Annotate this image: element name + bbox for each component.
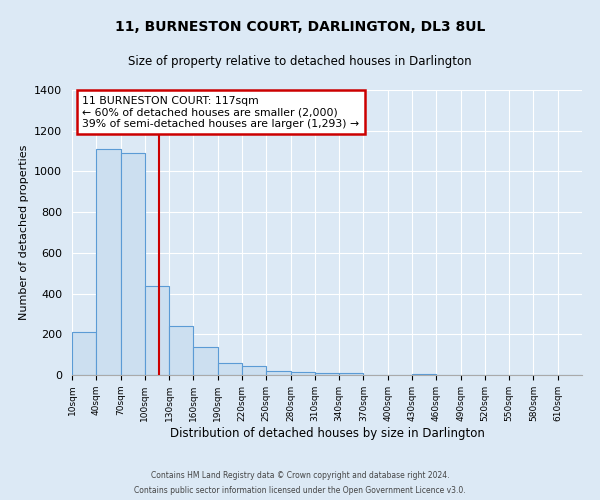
Bar — [96, 149, 121, 375]
Bar — [121, 153, 145, 375]
Bar — [315, 373, 339, 375]
Bar — [266, 371, 290, 375]
Text: Contains public sector information licensed under the Open Government Licence v3: Contains public sector information licen… — [134, 486, 466, 495]
Bar — [290, 372, 315, 375]
Bar — [218, 363, 242, 375]
Bar — [412, 374, 436, 375]
Bar — [193, 346, 218, 375]
Text: Size of property relative to detached houses in Darlington: Size of property relative to detached ho… — [128, 55, 472, 68]
Bar — [242, 366, 266, 375]
Y-axis label: Number of detached properties: Number of detached properties — [19, 145, 29, 320]
Bar — [72, 332, 96, 375]
Text: Contains HM Land Registry data © Crown copyright and database right 2024.: Contains HM Land Registry data © Crown c… — [151, 471, 449, 480]
Bar — [145, 286, 169, 375]
Text: 11, BURNESTON COURT, DARLINGTON, DL3 8UL: 11, BURNESTON COURT, DARLINGTON, DL3 8UL — [115, 20, 485, 34]
Text: 11 BURNESTON COURT: 117sqm
← 60% of detached houses are smaller (2,000)
39% of s: 11 BURNESTON COURT: 117sqm ← 60% of deta… — [82, 96, 359, 129]
X-axis label: Distribution of detached houses by size in Darlington: Distribution of detached houses by size … — [170, 426, 484, 440]
Bar — [339, 374, 364, 375]
Bar — [169, 326, 193, 375]
